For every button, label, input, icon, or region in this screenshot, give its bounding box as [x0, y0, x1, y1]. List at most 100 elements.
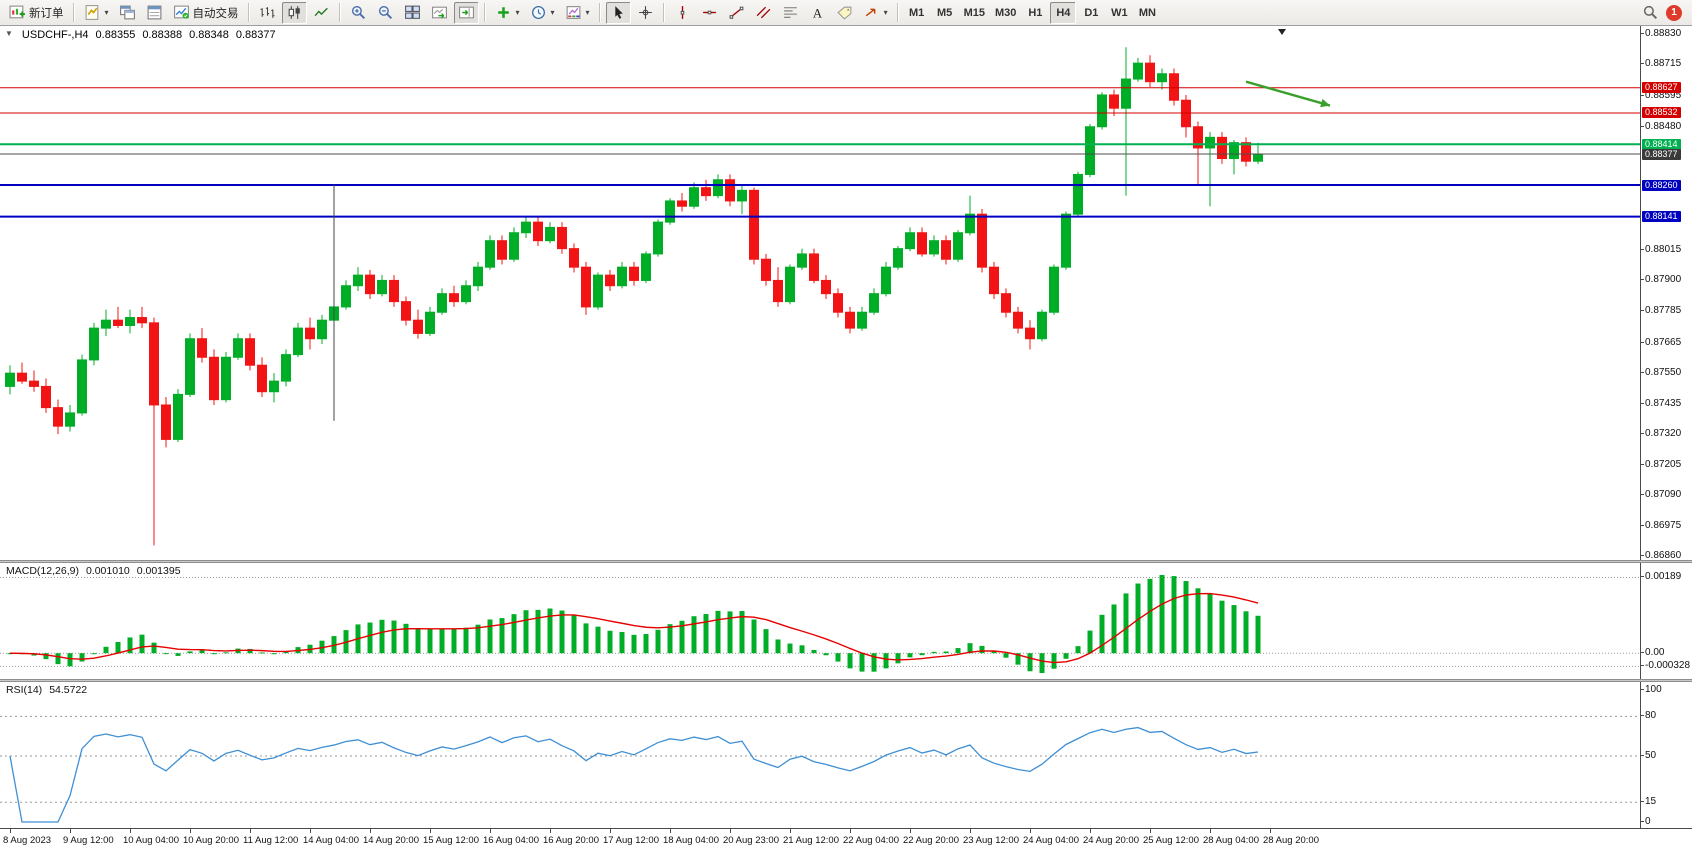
fibonacci-button[interactable] — [778, 2, 803, 24]
timeframe-M15[interactable]: M15 — [963, 6, 985, 19]
candlestick-chart-button[interactable] — [281, 1, 307, 24]
time-axis-label: 28 Aug 04:00 — [1203, 835, 1259, 846]
tile-windows-icon — [404, 5, 420, 19]
time-axis-label: 11 Aug 12:00 — [243, 835, 299, 846]
time-tick — [790, 829, 791, 833]
axis-label: 15 — [1640, 796, 1657, 808]
cursor-button[interactable] — [605, 1, 631, 24]
toolbar-separator — [72, 3, 75, 22]
time-axis-label: 17 Aug 12:00 — [603, 835, 659, 846]
chart-open-value: 0.88355 — [95, 29, 136, 41]
vertical-line-button[interactable] — [670, 2, 695, 24]
axis-label: 100 — [1641, 684, 1662, 695]
axis-label: 80 — [1640, 710, 1657, 722]
periods-button[interactable]: ▾ — [526, 2, 559, 24]
timeframe-W1[interactable]: W1 — [1111, 6, 1128, 19]
trendline-button[interactable] — [724, 2, 749, 24]
time-tick — [70, 829, 71, 833]
price-tag: 0.88377 — [1642, 148, 1681, 160]
chart-shift-button[interactable] — [453, 1, 479, 24]
toolbar-separator — [598, 3, 601, 22]
macd-header: MACD(12,26,9) 0.001010 0.001395 — [6, 565, 181, 577]
data-window-button[interactable] — [142, 2, 167, 24]
axis-label: 0.86860 — [1640, 550, 1682, 561]
price-tag: 0.88141 — [1642, 211, 1681, 223]
time-tick — [490, 829, 491, 833]
chevron-down-icon: ▾ — [550, 8, 555, 17]
zoom-in-button[interactable] — [346, 2, 371, 24]
bar-chart-button[interactable] — [255, 2, 280, 24]
macd-name: MACD(12,26,9) — [6, 565, 79, 577]
zoom-in-icon — [351, 5, 365, 20]
notification-badge[interactable]: 1 — [1666, 4, 1682, 21]
timeframe-MN[interactable]: MN — [1138, 6, 1156, 19]
new-chart-button[interactable]: ▾ — [80, 2, 113, 24]
bar-chart-icon — [260, 7, 274, 18]
chevron-down-icon: ▾ — [104, 8, 109, 17]
crosshair-button[interactable] — [633, 2, 658, 24]
line-chart-button[interactable] — [309, 2, 334, 24]
time-axis-label: 14 Aug 04:00 — [303, 835, 359, 846]
axis-label: 0 — [1641, 816, 1651, 827]
panel-divider[interactable] — [0, 679, 1692, 682]
axis-label: 0.88715 — [1640, 58, 1682, 70]
axis-label: 0.00189 — [1640, 571, 1682, 583]
trend-arrow-annotation[interactable] — [1245, 80, 1331, 107]
timeframe-H1[interactable]: H1 — [1028, 6, 1043, 19]
zoom-out-button[interactable] — [373, 2, 398, 24]
auto-trading-button[interactable]: 自动交易 — [169, 2, 243, 24]
zoom-out-icon — [378, 5, 392, 20]
auto-scroll-button[interactable] — [427, 2, 452, 24]
chart-ohlc-header: ▼ USDCHF-,H4 0.88355 0.88388 0.88348 0.8… — [5, 29, 276, 41]
time-tick — [1090, 829, 1091, 833]
horizontal-line-button[interactable] — [697, 2, 722, 24]
profiles-icon — [119, 5, 135, 20]
arrows-icon — [865, 8, 875, 17]
time-tick — [190, 829, 191, 833]
profiles-button[interactable] — [115, 2, 140, 24]
timeframe-D1[interactable]: D1 — [1084, 6, 1099, 19]
auto-scroll-icon — [431, 6, 447, 19]
main-price-chart — [0, 26, 1640, 560]
data-window-icon — [147, 5, 161, 20]
timeframe-M30[interactable]: M30 — [994, 6, 1017, 19]
new-order-button[interactable]: 新订单 — [5, 2, 68, 24]
arrows-button[interactable]: ▾ — [859, 2, 892, 24]
indicators-button[interactable]: ▾ — [491, 2, 524, 24]
rsi-panel — [0, 682, 1640, 828]
search-button[interactable] — [1638, 2, 1663, 24]
time-axis-label: 24 Aug 20:00 — [1083, 835, 1139, 846]
time-tick — [430, 829, 431, 833]
one-click-trading-toggle[interactable]: ▼ — [5, 29, 13, 38]
time-axis: 8 Aug 2023 9 Aug 12:00 10 Aug 04:00 10 Aug … — [0, 828, 1692, 855]
time-axis-label: 16 Aug 04:00 — [483, 835, 539, 846]
chart-low-value: 0.88348 — [189, 29, 229, 41]
tile-windows-button[interactable] — [400, 2, 425, 24]
crosshair-icon — [638, 6, 652, 19]
time-axis-label: 24 Aug 04:00 — [1023, 835, 1079, 846]
timeframe-M5[interactable]: M5 — [936, 6, 953, 19]
axis-label: 0.88480 — [1640, 120, 1682, 132]
time-tick — [910, 829, 911, 833]
timeframe-M1[interactable]: M1 — [908, 6, 925, 19]
panel-divider[interactable] — [0, 560, 1692, 563]
time-axis-label: 25 Aug 12:00 — [1143, 835, 1199, 846]
axis-label: 0.88595 — [1640, 90, 1682, 102]
time-axis-label: 20 Aug 23:00 — [723, 835, 779, 846]
chart-shift-marker[interactable] — [1278, 29, 1286, 35]
time-axis-label: 8 Aug 2023 — [3, 835, 52, 846]
templates-button[interactable]: ▾ — [561, 2, 594, 24]
time-tick — [1150, 829, 1151, 833]
time-tick — [850, 829, 851, 833]
chevron-down-icon: ▾ — [515, 8, 520, 17]
timeframe-H4[interactable]: H4 — [1050, 1, 1077, 24]
main-toolbar: 新订单 ▾ 自动交易 — [0, 0, 1692, 26]
text-button[interactable]: A — [805, 2, 830, 24]
channel-icon — [756, 6, 770, 19]
label-button[interactable] — [832, 2, 857, 24]
axis-label: 0.88015 — [1640, 243, 1682, 255]
chevron-down-icon: ▾ — [585, 8, 590, 17]
channel-button[interactable] — [751, 2, 776, 24]
time-axis-label: 28 Aug 20:00 — [1263, 835, 1319, 846]
